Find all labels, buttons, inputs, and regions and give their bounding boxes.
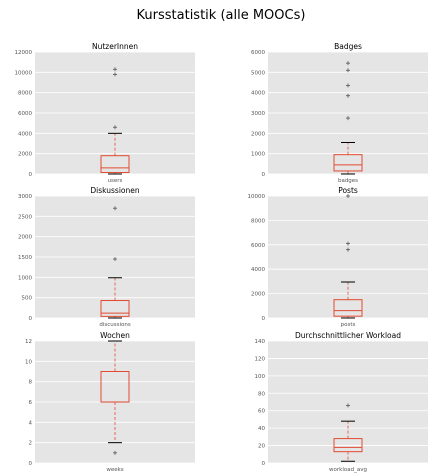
box xyxy=(333,299,363,317)
y-tick-label: 5000 xyxy=(251,70,265,76)
y-tick-label: 80 xyxy=(258,391,265,397)
y-tick-label: 120 xyxy=(255,356,266,362)
y-tick-label: 3000 xyxy=(251,111,265,117)
y-tick-label: 6000 xyxy=(251,243,265,249)
y-tick-label: 6000 xyxy=(251,50,265,56)
x-tick-label: discussions xyxy=(99,322,131,328)
y-tick-label: 6 xyxy=(29,400,33,406)
outlier-marker xyxy=(346,61,350,66)
y-tick-label: 3000 xyxy=(18,194,32,200)
y-tick-label: 4000 xyxy=(251,267,265,273)
y-tick-label: 6000 xyxy=(18,111,32,117)
outlier-marker xyxy=(346,403,350,408)
outlier-marker xyxy=(346,194,350,198)
y-tick-label: 100 xyxy=(255,374,266,380)
y-tick-label: 0 xyxy=(29,172,33,178)
y-tick-label: 0 xyxy=(29,461,33,467)
y-tick-label: 0 xyxy=(262,461,266,467)
x-tick-label: workload_avg xyxy=(329,467,367,473)
chart-panel-4: 0 2000 4000 6000 8000 10000 Posts posts xyxy=(248,186,428,328)
chart-panel-5: 0 2 4 6 8 10 12 Wochen weeks xyxy=(25,331,195,473)
chart-title: NutzerInnen xyxy=(92,42,138,51)
y-tick-label: 1500 xyxy=(18,255,32,261)
y-tick-label: 10000 xyxy=(15,70,33,76)
box xyxy=(100,300,130,317)
chart-title: Posts xyxy=(338,186,358,195)
y-tick-label: 1000 xyxy=(251,152,265,158)
chart-panel-1: 0 2000 4000 6000 8000 10000 12000 NutzerInnen us… xyxy=(15,42,195,184)
y-tick-label: 0 xyxy=(262,316,266,322)
y-tick-label: 140 xyxy=(255,339,266,345)
y-tick-label: 2 xyxy=(29,441,33,447)
box xyxy=(100,155,130,173)
x-tick-label: users xyxy=(108,178,123,184)
chart-title: Wochen xyxy=(100,331,130,340)
y-tick-label: 1000 xyxy=(18,275,32,281)
y-tick-label: 8 xyxy=(29,380,33,386)
y-tick-label: 2000 xyxy=(18,152,32,158)
y-tick-label: 8000 xyxy=(251,218,265,224)
outlier-marker xyxy=(346,83,350,88)
y-tick-label: 10 xyxy=(25,359,32,365)
figure-title: Kursstatistik (alle MOOCs) xyxy=(136,8,306,23)
y-tick-label: 2000 xyxy=(18,235,32,241)
y-tick-label: 40 xyxy=(258,426,265,432)
y-tick-label: 12 xyxy=(25,339,32,345)
y-tick-label: 20 xyxy=(258,444,265,450)
y-tick-label: 0 xyxy=(262,172,266,178)
y-tick-label: 0 xyxy=(29,316,33,322)
box xyxy=(333,154,363,172)
chart-panel-3: 0 500 1000 1500 2000 2500 3000 Diskussionen disc… xyxy=(18,186,195,328)
outlier-marker xyxy=(113,72,117,77)
x-tick-label: weeks xyxy=(106,467,123,473)
x-tick-label: posts xyxy=(341,322,356,328)
y-tick-label: 4 xyxy=(29,420,33,426)
outlier-marker xyxy=(346,68,350,73)
x-tick-label: badges xyxy=(338,178,358,184)
outlier-marker xyxy=(113,67,117,72)
y-tick-label: 2000 xyxy=(251,131,265,137)
chart-panel-6: 0 20 40 60 80 100 120 140 Durchschnittlicher Wor… xyxy=(255,331,428,473)
outlier-marker xyxy=(346,93,350,98)
outlier-marker xyxy=(113,125,117,130)
outlier-marker xyxy=(113,257,117,262)
y-tick-label: 500 xyxy=(22,296,33,302)
outlier-marker xyxy=(346,116,350,121)
y-tick-label: 8000 xyxy=(18,91,32,97)
y-tick-label: 4000 xyxy=(251,91,265,97)
y-tick-label: 2500 xyxy=(18,214,32,220)
y-tick-label: 4000 xyxy=(18,131,32,137)
chart-title: Durchschnittlicher Workload xyxy=(295,331,401,340)
y-tick-label: 12000 xyxy=(15,50,33,56)
plot-area xyxy=(268,341,428,463)
chart-title: Diskussionen xyxy=(90,186,139,195)
outlier-marker xyxy=(346,247,350,252)
y-tick-label: 2000 xyxy=(251,292,265,298)
chart-title: Badges xyxy=(334,42,362,51)
box xyxy=(333,438,363,453)
outlier-marker xyxy=(113,206,117,211)
y-tick-label: 10000 xyxy=(248,194,266,200)
outlier-marker xyxy=(113,450,117,455)
chart-panel-2: 0 1000 2000 3000 4000 5000 6000 Badges badges xyxy=(251,42,428,184)
y-tick-label: 60 xyxy=(258,409,265,415)
outlier-marker xyxy=(346,241,350,246)
